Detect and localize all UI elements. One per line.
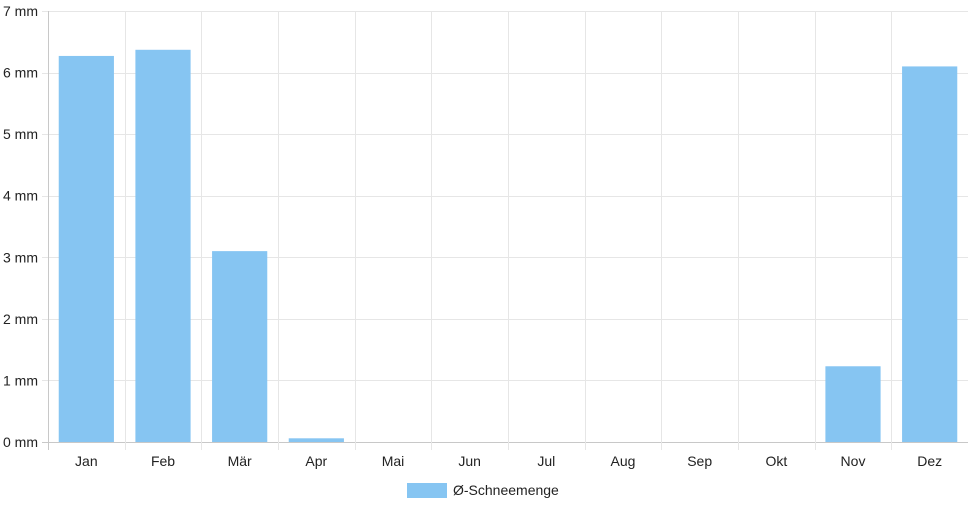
x-axis-tick-labels: Jan Feb Mär Apr Mai Jun Jul Aug Sep Okt Nov Dez [75, 453, 942, 469]
y-tick-label: 3 mm [3, 249, 38, 265]
y-tick-label: 4 mm [3, 188, 38, 204]
x-tick-label: Aug [611, 453, 636, 469]
legend-label: Ø-Schneemenge [453, 482, 559, 498]
bar-jan[interactable] [58, 55, 114, 442]
bar-dez[interactable] [902, 66, 958, 443]
bar-mär[interactable] [212, 251, 268, 442]
x-tick-label: Nov [841, 453, 866, 469]
x-tick-label: Jul [537, 453, 555, 469]
x-tick-label: Jun [458, 453, 481, 469]
x-tick-label: Okt [765, 453, 787, 469]
bar-feb[interactable] [135, 49, 191, 442]
x-tick-label: Mär [228, 453, 252, 469]
y-tick-label: 7 mm [3, 3, 38, 19]
bar-apr[interactable] [288, 438, 344, 442]
x-tick-label: Jan [75, 453, 98, 469]
y-tick-label: 5 mm [3, 126, 38, 142]
y-tick-label: 6 mm [3, 65, 38, 81]
x-tick-label: Feb [151, 453, 175, 469]
y-tick-label: 2 mm [3, 311, 38, 327]
legend[interactable]: Ø-Schneemenge [407, 482, 559, 498]
y-tick-label: 0 mm [3, 434, 38, 450]
bar-nov[interactable] [825, 366, 881, 442]
x-tick-label: Sep [687, 453, 712, 469]
x-tick-label: Apr [305, 453, 327, 469]
y-tick-label: 1 mm [3, 372, 38, 388]
legend-swatch [407, 483, 447, 498]
y-axis-tick-labels: 0 mm 1 mm 2 mm 3 mm 4 mm 5 mm 6 mm 7 mm [3, 3, 38, 450]
x-tick-label: Dez [917, 453, 942, 469]
bars [58, 49, 958, 443]
grid-lines [42, 11, 968, 450]
x-tick-label: Mai [382, 453, 405, 469]
